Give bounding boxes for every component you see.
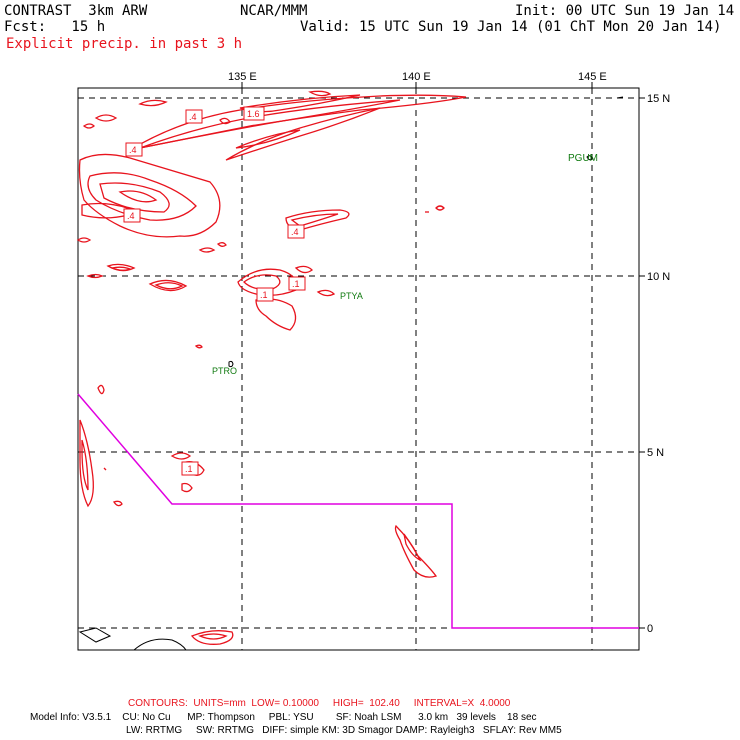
precip-cell (81, 439, 89, 491)
lat-label-0: 0 (647, 623, 653, 635)
lat-label-15n: 15 N (647, 93, 670, 105)
precip-cell (194, 344, 203, 349)
precip-cell (435, 205, 445, 211)
precip-cell (198, 247, 216, 253)
precip-cell (78, 153, 221, 238)
precip-cell (87, 172, 197, 221)
precip-cell (198, 633, 228, 640)
airspace-boundary (77, 393, 639, 629)
valid-time: Valid: 15 UTC Sun 19 Jan 14 (01 ChT Mon … (300, 19, 722, 35)
precip-cell (129, 94, 467, 151)
lon-label-140e: 140 E (402, 71, 431, 83)
contour-label: .4 (129, 145, 137, 155)
precip-cell (294, 265, 313, 274)
precip-cell (76, 237, 92, 243)
station-pgum: PGUM (568, 153, 598, 164)
lon-label-135e: 135 E (228, 71, 257, 83)
precip-cell (82, 123, 95, 129)
lon-label-145e: 145 E (578, 71, 607, 83)
station-ptya: PTYA (340, 291, 363, 301)
contour-label: .4 (189, 112, 197, 122)
contour-label: 1.6 (247, 109, 260, 119)
precip-contours (76, 90, 467, 645)
precip-cell (118, 190, 158, 203)
axis-ticks (241, 82, 645, 629)
precip-cell (138, 99, 168, 107)
precip-cell (154, 282, 184, 290)
init-time: Init: 00 UTC Sun 19 Jan 14 (515, 3, 735, 19)
lat-label-10n: 10 N (647, 271, 670, 283)
precip-cell (103, 467, 107, 471)
contour-label: .4 (127, 211, 135, 221)
contour-label: .1 (185, 464, 193, 474)
model-title: CONTRAST 3km ARW (4, 3, 148, 19)
island-outline (616, 96, 624, 99)
precip-cell (86, 273, 104, 279)
contour-label: .1 (260, 290, 268, 300)
island-outline (228, 360, 234, 368)
contour-info: CONTOURS: UNITS=mm LOW= 0.10000 HIGH= 10… (128, 698, 511, 709)
forecast-hour: Fcst: 15 h (4, 19, 106, 35)
precip-cell (290, 213, 339, 227)
precip-cell (242, 274, 281, 291)
precip-cell (235, 129, 301, 149)
field-title: Explicit precip. in past 3 h (6, 36, 243, 52)
lat-label-5n: 5 N (647, 447, 664, 459)
center-label: NCAR/MMM (240, 3, 308, 19)
coastlines (78, 96, 624, 651)
graticule (78, 88, 639, 650)
precip-cell (94, 114, 118, 122)
precip-cell (99, 182, 170, 213)
precip-cell (308, 90, 332, 97)
contour-labels: .4 1.6 .4 .4 .4 .1 .1 .1 (123, 106, 306, 476)
contour-label: .1 (292, 279, 300, 289)
model-info-physics: LW: RRTMG SW: RRTMG DIFF: simple KM: 3D … (126, 725, 562, 736)
island-outline (586, 155, 593, 161)
contour-label: .4 (291, 227, 299, 237)
precip-cell (170, 452, 192, 460)
map-frame (77, 87, 640, 651)
landmass-outline (133, 638, 187, 651)
stations: PGUM PTYA PTRO (212, 153, 598, 376)
precip-cell (225, 107, 381, 161)
model-info: Model Info: V3.5.1 CU: No Cu MP: Thompso… (30, 712, 537, 723)
station-ptro: PTRO (212, 366, 237, 376)
precip-cell (216, 242, 227, 247)
precip-cell (109, 266, 132, 271)
precip-cell (112, 500, 123, 507)
precip-cell (190, 630, 234, 645)
precip-cell (181, 482, 193, 493)
landmass-outline (78, 627, 112, 643)
precip-cell (219, 117, 231, 125)
precip-cell (148, 279, 188, 292)
precip-map: 135 E 140 E 145 E 15 N 10 N 5 N 0 (76, 71, 670, 651)
precip-cell (316, 289, 336, 297)
precip-cell (403, 533, 422, 562)
precip-cell (79, 419, 94, 508)
precip-cell (255, 298, 297, 331)
precip-cell (97, 384, 105, 395)
